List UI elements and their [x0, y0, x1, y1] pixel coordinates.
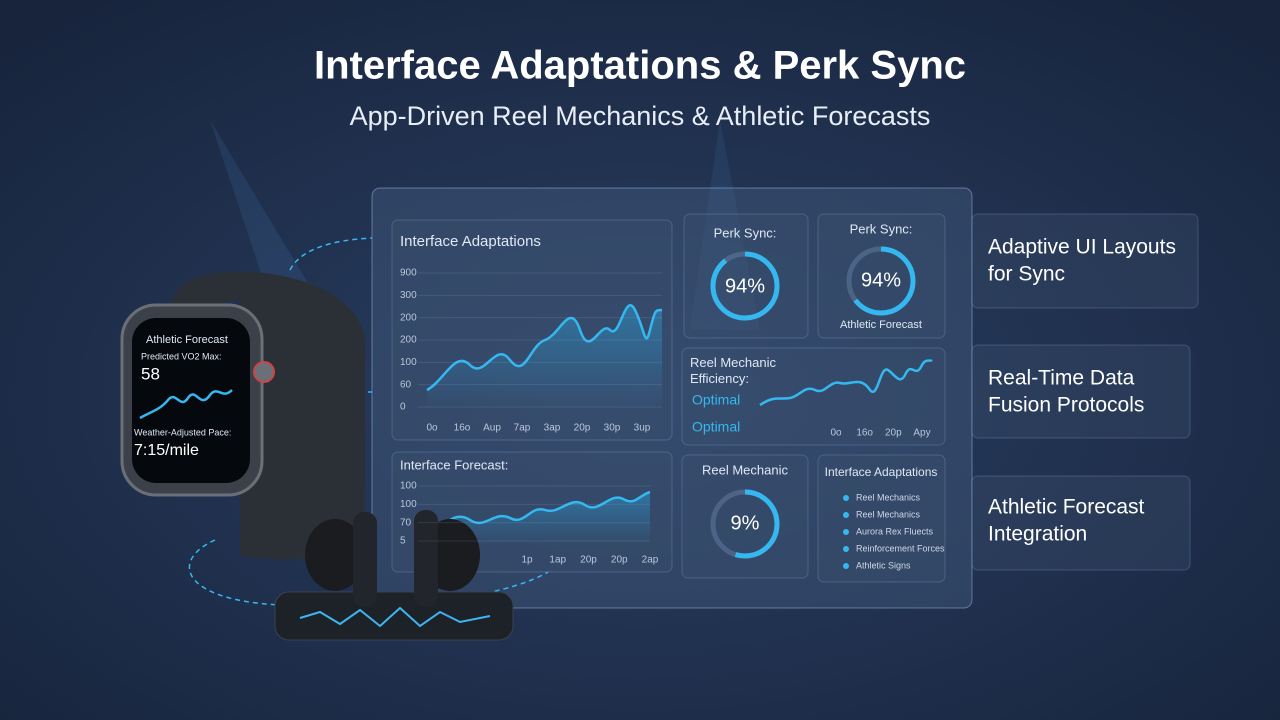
watch-screen — [132, 318, 250, 483]
list-item: Reinforcement Forces — [856, 543, 945, 553]
status: Optimal — [692, 419, 740, 435]
watch-title: Athletic Forecast — [146, 334, 228, 346]
bullet — [843, 512, 849, 518]
x-label: 30p — [604, 423, 621, 434]
gauge-title: Perk Sync: — [714, 225, 777, 240]
gauge-value: 9% — [731, 512, 760, 534]
y-label: 0 — [400, 402, 406, 413]
bullet — [843, 495, 849, 501]
x-label: 0o — [426, 423, 438, 434]
gauge-panel — [817, 213, 946, 339]
y-label: 70 — [400, 517, 412, 528]
bullet — [843, 563, 849, 569]
x-label: 16o — [454, 423, 471, 434]
x-label: 3ap — [544, 423, 561, 434]
watch-value: 58 — [141, 364, 160, 383]
x-label: Aup — [483, 423, 501, 434]
subtitle: App-Driven Reel Mechanics & Athletic For… — [350, 101, 931, 131]
chart-line — [426, 304, 663, 392]
y-label: 300 — [400, 290, 417, 301]
feature-card — [971, 475, 1191, 571]
panel-title: Interface Forecast: — [400, 457, 508, 472]
list-title: Interface Adaptations — [825, 465, 938, 479]
case-light — [299, 606, 491, 628]
card-text: Athletic Forecast — [988, 496, 1145, 519]
gauge-value: 94% — [725, 275, 765, 297]
x-label: 0o — [830, 428, 842, 439]
y-label: 200 — [400, 335, 417, 346]
gauge-title: Perk Sync: — [850, 221, 913, 236]
reel-panel — [681, 347, 946, 446]
y-label: 900 — [400, 268, 417, 279]
list-item: Reel Mechanics — [856, 492, 921, 502]
watch-crown — [253, 361, 275, 383]
y-label: 100 — [400, 499, 417, 510]
x-label: 16o — [856, 428, 873, 439]
gauge-panel — [681, 454, 809, 579]
panel-title: Interface Adaptations — [400, 233, 541, 250]
watch-label: Predicted VO2 Max: — [141, 351, 222, 361]
chart-line — [759, 358, 933, 407]
gauge-panel — [683, 213, 809, 339]
y-label: 100 — [400, 357, 417, 368]
chart-area — [430, 492, 650, 545]
x-label: 20p — [885, 428, 902, 439]
card-text: Fusion Protocols — [988, 394, 1144, 417]
bullet — [843, 546, 849, 552]
reel-title: Reel Mechanic Efficiency: — [690, 355, 776, 386]
dashboard — [371, 187, 973, 609]
watch-value: 7:15/mile — [134, 442, 199, 459]
card-text: for Sync — [988, 263, 1065, 286]
light-beam — [210, 120, 330, 330]
x-label: 2ap — [642, 555, 659, 566]
card-text: Adaptive UI Layouts — [988, 236, 1176, 259]
watch-label: Weather-Adjusted Pace: — [134, 427, 231, 437]
card-text: Integration — [988, 523, 1087, 546]
x-label: Apy — [913, 428, 930, 439]
watch-chart — [139, 389, 233, 420]
x-label: 7ap — [514, 423, 531, 434]
status: Optimal — [692, 392, 740, 408]
gauge-arc — [846, 246, 916, 316]
x-label: 1p — [521, 555, 533, 566]
list-item: Reel Mechanics — [856, 509, 921, 519]
gauge-value: 94% — [861, 269, 901, 291]
y-label: 5 — [400, 536, 406, 547]
gauge-arc — [710, 251, 780, 321]
x-label: 20p — [611, 555, 628, 566]
x-label: 3up — [634, 423, 651, 434]
earbud-stem — [353, 512, 377, 607]
feature-card — [971, 213, 1199, 309]
earbud — [305, 519, 365, 591]
list-panel — [817, 454, 946, 583]
y-label: 60 — [400, 379, 412, 390]
list-item: Athletic Signs — [856, 560, 911, 570]
earbud-stem — [414, 510, 438, 607]
reel-title-box: Reel Mechanic Efficiency: — [690, 355, 776, 386]
x-label: 20p — [580, 555, 597, 566]
gauge-arc — [710, 489, 780, 559]
feature-card — [971, 344, 1191, 439]
title: Interface Adaptations & Perk Sync — [314, 44, 966, 88]
bullet — [843, 529, 849, 535]
light-beam — [690, 120, 760, 330]
gauge-title: Reel Mechanic — [702, 462, 788, 477]
chart-area — [427, 305, 662, 410]
card-text: Real-Time Data — [988, 367, 1135, 390]
list-item: Aurora Rex Fluects — [856, 526, 934, 536]
y-label: 100 — [400, 481, 417, 492]
x-label: 20p — [574, 423, 591, 434]
gauge-caption: Athletic Forecast — [840, 319, 922, 331]
connector — [289, 237, 373, 271]
watch-band — [170, 271, 365, 560]
chart-line — [429, 490, 651, 537]
x-label: 1ap — [549, 555, 566, 566]
y-label: 200 — [400, 312, 417, 323]
charging-case — [274, 591, 514, 641]
